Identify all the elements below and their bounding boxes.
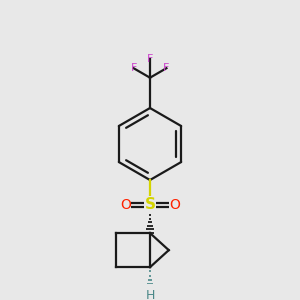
Text: H: H xyxy=(145,289,155,300)
Text: F: F xyxy=(147,54,153,64)
Text: F: F xyxy=(130,63,137,73)
Text: F: F xyxy=(163,63,170,73)
Text: O: O xyxy=(169,198,180,212)
Text: O: O xyxy=(120,198,131,212)
Text: S: S xyxy=(145,197,155,212)
